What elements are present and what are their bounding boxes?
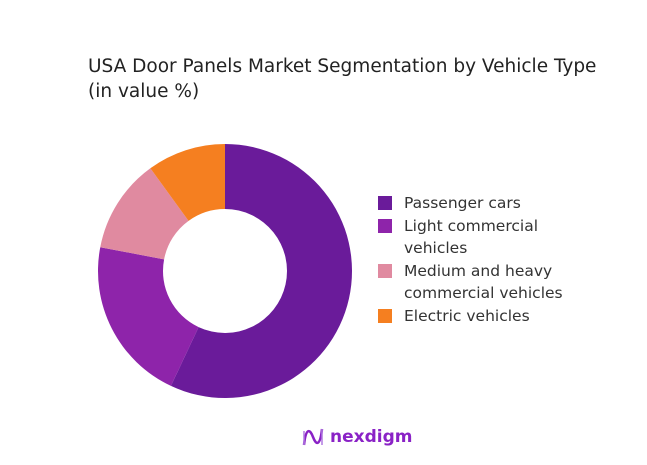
legend-swatch: [378, 196, 392, 210]
chart-title: USA Door Panels Market Segmentation by V…: [88, 54, 596, 104]
legend-item: Medium and heavy commercial vehicles: [378, 260, 614, 304]
title-text: USA Door Panels Market Segmentation by V…: [88, 56, 597, 77]
legend-item: Light commercial vehicles: [378, 215, 614, 259]
legend: Passenger cars Light commercial vehicles…: [378, 192, 614, 328]
legend-swatch: [378, 219, 392, 233]
slice-passenger-cars: [170, 144, 352, 399]
legend-label: Light commercial vehicles: [404, 217, 539, 257]
legend-item: Electric vehicles: [378, 305, 614, 327]
legend-swatch: [378, 309, 392, 323]
subtitle-text: (in value %): [88, 81, 200, 102]
legend-item: Passenger cars: [378, 192, 614, 214]
brand-name: nexdigm: [330, 427, 413, 447]
legend-label: Electric vehicles: [404, 307, 530, 325]
legend-label: Medium and heavy commercial vehicles: [404, 262, 563, 302]
slice-medium-and-heavy-commercial-vehicles: [100, 168, 189, 260]
slice-light-commercial-vehicles: [97, 247, 199, 386]
legend-label: Passenger cars: [404, 194, 521, 212]
nexdigm-wave-icon: [302, 428, 324, 446]
brand-logo: nexdigm: [302, 427, 412, 447]
slice-electric-vehicles: [150, 144, 225, 221]
legend-swatch: [378, 264, 392, 278]
